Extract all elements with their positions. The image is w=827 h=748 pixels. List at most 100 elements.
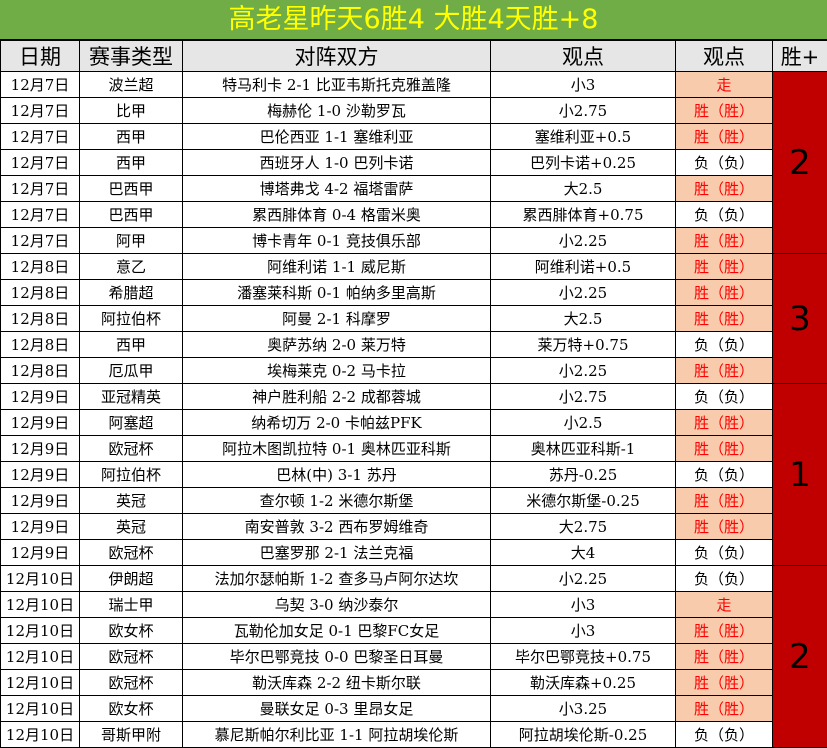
league-cell: 亚冠精英 [80,384,183,410]
win-count-cell: 2 [773,566,827,748]
match-cell: 特马利卡 2-1 比亚韦斯托克雅盖隆 [183,72,491,98]
date-cell: 12月9日 [1,488,80,514]
header-pick: 观点 [491,41,676,72]
pick-cell: 小2.25 [491,566,676,592]
result-cell: 负（负） [676,150,773,176]
match-cell: 勒沃库森 2-2 纽卡斯尔联 [183,670,491,696]
league-cell: 英冠 [80,488,183,514]
date-cell: 12月8日 [1,332,80,358]
match-cell: 瓦勒伦加女足 0-1 巴黎FC女足 [183,618,491,644]
result-cell: 负（负） [676,332,773,358]
league-cell: 阿甲 [80,228,183,254]
pick-cell: 小3 [491,72,676,98]
result-cell: 走 [676,72,773,98]
match-cell: 神户胜利船 2-2 成都蓉城 [183,384,491,410]
result-cell: 负（负） [676,540,773,566]
pick-cell: 苏丹-0.25 [491,462,676,488]
date-cell: 12月7日 [1,72,80,98]
league-cell: 瑞士甲 [80,592,183,618]
match-cell: 博塔弗戈 4-2 福塔雷萨 [183,176,491,202]
match-cell: 法加尔瑟帕斯 1-2 查多马卢阿尔达坎 [183,566,491,592]
date-cell: 12月10日 [1,592,80,618]
win-count-cell: 1 [773,384,827,566]
date-cell: 12月8日 [1,254,80,280]
result-cell: 胜（胜） [676,98,773,124]
date-cell: 12月10日 [1,566,80,592]
result-cell: 负（负） [676,384,773,410]
league-cell: 欧冠杯 [80,644,183,670]
date-cell: 12月10日 [1,722,80,748]
league-cell: 巴西甲 [80,176,183,202]
league-cell: 欧冠杯 [80,540,183,566]
league-cell: 阿拉伯杯 [80,306,183,332]
date-cell: 12月9日 [1,384,80,410]
result-cell: 胜（胜） [676,410,773,436]
pick-cell: 大4 [491,540,676,566]
date-cell: 12月8日 [1,306,80,332]
league-cell: 欧女杯 [80,696,183,722]
league-cell: 西甲 [80,124,183,150]
date-cell: 12月8日 [1,280,80,306]
pick-cell: 勒沃库森+0.25 [491,670,676,696]
header-row: 日期 赛事类型 对阵双方 观点 观点 胜+ [1,41,827,72]
match-cell: 巴伦西亚 1-1 塞维利亚 [183,124,491,150]
date-cell: 12月7日 [1,176,80,202]
match-cell: 阿曼 2-1 科摩罗 [183,306,491,332]
match-cell: 查尔顿 1-2 米德尔斯堡 [183,488,491,514]
pick-cell: 小3 [491,618,676,644]
date-cell: 12月7日 [1,98,80,124]
pick-cell: 小2.5 [491,410,676,436]
header-date: 日期 [1,41,80,72]
pick-cell: 小2.25 [491,280,676,306]
match-cell: 纳希切万 2-0 卡帕兹PFK [183,410,491,436]
league-cell: 英冠 [80,514,183,540]
match-cell: 阿维利诺 1-1 威尼斯 [183,254,491,280]
result-cell: 胜（胜） [676,124,773,150]
league-cell: 波兰超 [80,72,183,98]
date-cell: 12月7日 [1,228,80,254]
pick-cell: 大2.75 [491,514,676,540]
win-count-cell: 3 [773,254,827,384]
pick-cell: 累西腓体育+0.75 [491,202,676,228]
league-cell: 西甲 [80,332,183,358]
pick-cell: 奥林匹亚科斯-1 [491,436,676,462]
match-cell: 阿拉木图凯拉特 0-1 奥林匹亚科斯 [183,436,491,462]
league-cell: 希腊超 [80,280,183,306]
match-cell: 潘塞莱科斯 0-1 帕纳多里高斯 [183,280,491,306]
header-match: 对阵双方 [183,41,491,72]
pick-cell: 小2.25 [491,228,676,254]
league-cell: 巴西甲 [80,202,183,228]
pick-cell: 大2.5 [491,306,676,332]
league-cell: 意乙 [80,254,183,280]
result-cell: 胜（胜） [676,696,773,722]
match-cell: 乌契 3-0 纳沙泰尔 [183,592,491,618]
sheet-title: 高老星昨天6胜4 大胜4天胜+8 [0,0,827,40]
result-cell: 负（负） [676,202,773,228]
header-league: 赛事类型 [80,41,183,72]
league-cell: 西甲 [80,150,183,176]
result-cell: 胜（胜） [676,176,773,202]
result-cell: 胜（胜） [676,254,773,280]
match-cell: 曼联女足 0-3 里昂女足 [183,696,491,722]
match-cell: 南安普敦 3-2 西布罗姆维奇 [183,514,491,540]
league-cell: 欧冠杯 [80,436,183,462]
result-cell: 负（负） [676,722,773,748]
pick-cell: 米德尔斯堡-0.25 [491,488,676,514]
league-cell: 伊朗超 [80,566,183,592]
match-cell: 巴塞罗那 2-1 法兰克福 [183,540,491,566]
pick-cell: 大2.5 [491,176,676,202]
pick-cell: 小3 [491,592,676,618]
